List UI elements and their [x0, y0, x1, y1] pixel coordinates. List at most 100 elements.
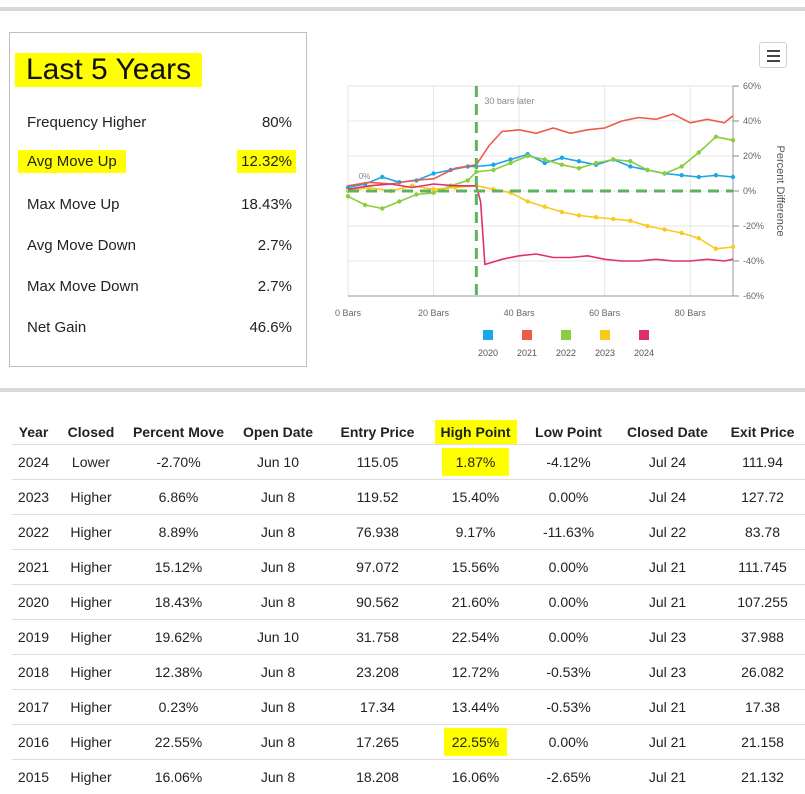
cell-low-point: 0.00%	[522, 585, 615, 620]
data-point-2023	[577, 213, 581, 217]
yearly-results-table: Year Closed Percent Move Open Date Entry…	[12, 420, 805, 794]
cell-low-point: 0.00%	[522, 480, 615, 515]
stat-value: 2.7%	[258, 237, 292, 254]
table-row: 2019 Higher 19.62% Jun 10 31.758 22.54% …	[12, 620, 805, 655]
cell-percent-move: 8.89%	[127, 515, 230, 550]
cell-entry-price: 17.265	[326, 725, 429, 760]
cell-closed-date: Jul 21	[615, 550, 720, 585]
header-entry-price[interactable]: Entry Price	[326, 420, 429, 445]
data-point-2020	[697, 175, 701, 179]
stat-label: Avg Move Up	[18, 150, 126, 173]
stat-label: Max Move Down	[27, 278, 139, 295]
series-line-2024	[348, 184, 733, 265]
header-open-date[interactable]: Open Date	[230, 420, 326, 445]
data-point-2023	[543, 205, 547, 209]
y-axis-title: Percent Difference	[774, 146, 786, 237]
data-point-2020	[679, 173, 683, 177]
chart-menu-button[interactable]	[759, 42, 787, 68]
data-point-2022	[611, 157, 615, 161]
cell-closed: Higher	[55, 760, 127, 794]
cell-exit-price: 17.38	[720, 690, 805, 725]
data-point-2022	[628, 159, 632, 163]
data-point-2023	[645, 224, 649, 228]
cell-entry-price: 115.05	[326, 445, 429, 480]
data-point-2022	[466, 178, 470, 182]
stats-panel: Last 5 Years Frequency Higher 80% Avg Mo…	[9, 32, 307, 367]
data-point-2020	[491, 163, 495, 167]
data-point-2020	[731, 175, 735, 179]
cell-high-point: 15.40%	[429, 480, 522, 515]
stat-row-max-move-up: Max Move Up 18.43%	[10, 193, 308, 217]
legend-swatch-2024	[639, 330, 649, 340]
header-high-point[interactable]: High Point	[429, 420, 522, 445]
cell-entry-price: 76.938	[326, 515, 429, 550]
stat-label: Net Gain	[27, 319, 86, 336]
data-point-2022	[414, 192, 418, 196]
data-point-2020	[714, 173, 718, 177]
table-header-row: Year Closed Percent Move Open Date Entry…	[12, 420, 805, 445]
cell-high-point: 21.60%	[429, 585, 522, 620]
cell-closed-date: Jul 21	[615, 690, 720, 725]
cell-entry-price: 31.758	[326, 620, 429, 655]
cell-percent-move: 22.55%	[127, 725, 230, 760]
header-percent-move[interactable]: Percent Move	[127, 420, 230, 445]
stat-label: Max Move Up	[27, 196, 120, 213]
cell-high-point: 1.87%	[429, 445, 522, 480]
cell-low-point: -2.65%	[522, 760, 615, 794]
cell-entry-price: 97.072	[326, 550, 429, 585]
header-exit-price[interactable]: Exit Price	[720, 420, 805, 445]
cell-closed: Lower	[55, 445, 127, 480]
cell-exit-price: 107.255	[720, 585, 805, 620]
cell-percent-move: 12.38%	[127, 655, 230, 690]
cell-closed-date: Jul 22	[615, 515, 720, 550]
cell-high-point: 13.44%	[429, 690, 522, 725]
cell-entry-price: 90.562	[326, 585, 429, 620]
cell-open-date: Jun 8	[230, 550, 326, 585]
cell-year: 2023	[12, 480, 55, 515]
data-point-2022	[714, 135, 718, 139]
cell-open-date: Jun 10	[230, 620, 326, 655]
y-tick-label: 60%	[743, 81, 761, 91]
stat-value: 2.7%	[258, 278, 292, 295]
data-point-2023	[731, 245, 735, 249]
table-row: 2016 Higher 22.55% Jun 8 17.265 22.55% 0…	[12, 725, 805, 760]
data-point-2022	[508, 161, 512, 165]
data-point-2022	[346, 194, 350, 198]
y-tick-label: -40%	[743, 256, 764, 266]
header-low-point[interactable]: Low Point	[522, 420, 615, 445]
data-point-2023	[611, 217, 615, 221]
data-point-2022	[525, 154, 529, 158]
cell-year: 2015	[12, 760, 55, 794]
series-line-2023	[348, 186, 733, 249]
cell-closed: Higher	[55, 655, 127, 690]
data-point-2022	[679, 164, 683, 168]
data-point-2022	[543, 157, 547, 161]
cell-entry-price: 23.208	[326, 655, 429, 690]
cell-year: 2017	[12, 690, 55, 725]
legend-swatch-2023	[600, 330, 610, 340]
data-point-2022	[645, 168, 649, 172]
header-closed[interactable]: Closed	[55, 420, 127, 445]
legend-label: 2022	[556, 348, 576, 358]
cell-percent-move: 0.23%	[127, 690, 230, 725]
cell-exit-price: 26.082	[720, 655, 805, 690]
stat-label: Avg Move Down	[27, 237, 136, 254]
cell-open-date: Jun 8	[230, 655, 326, 690]
cell-percent-move: -2.70%	[127, 445, 230, 480]
cell-high-point: 22.55%	[429, 725, 522, 760]
data-point-2022	[491, 168, 495, 172]
header-high-point-label: High Point	[435, 420, 517, 444]
data-point-2022	[697, 150, 701, 154]
hamburger-menu-icon	[767, 50, 780, 52]
data-point-2023	[431, 187, 435, 191]
cell-exit-price: 21.158	[720, 725, 805, 760]
cell-high-point: 9.17%	[429, 515, 522, 550]
cell-low-point: -0.53%	[522, 690, 615, 725]
data-point-2023	[525, 199, 529, 203]
header-year[interactable]: Year	[12, 420, 55, 445]
cell-closed-date: Jul 23	[615, 620, 720, 655]
header-closed-date[interactable]: Closed Date	[615, 420, 720, 445]
data-point-2023	[714, 247, 718, 251]
x-tick-label: 40 Bars	[504, 308, 536, 318]
